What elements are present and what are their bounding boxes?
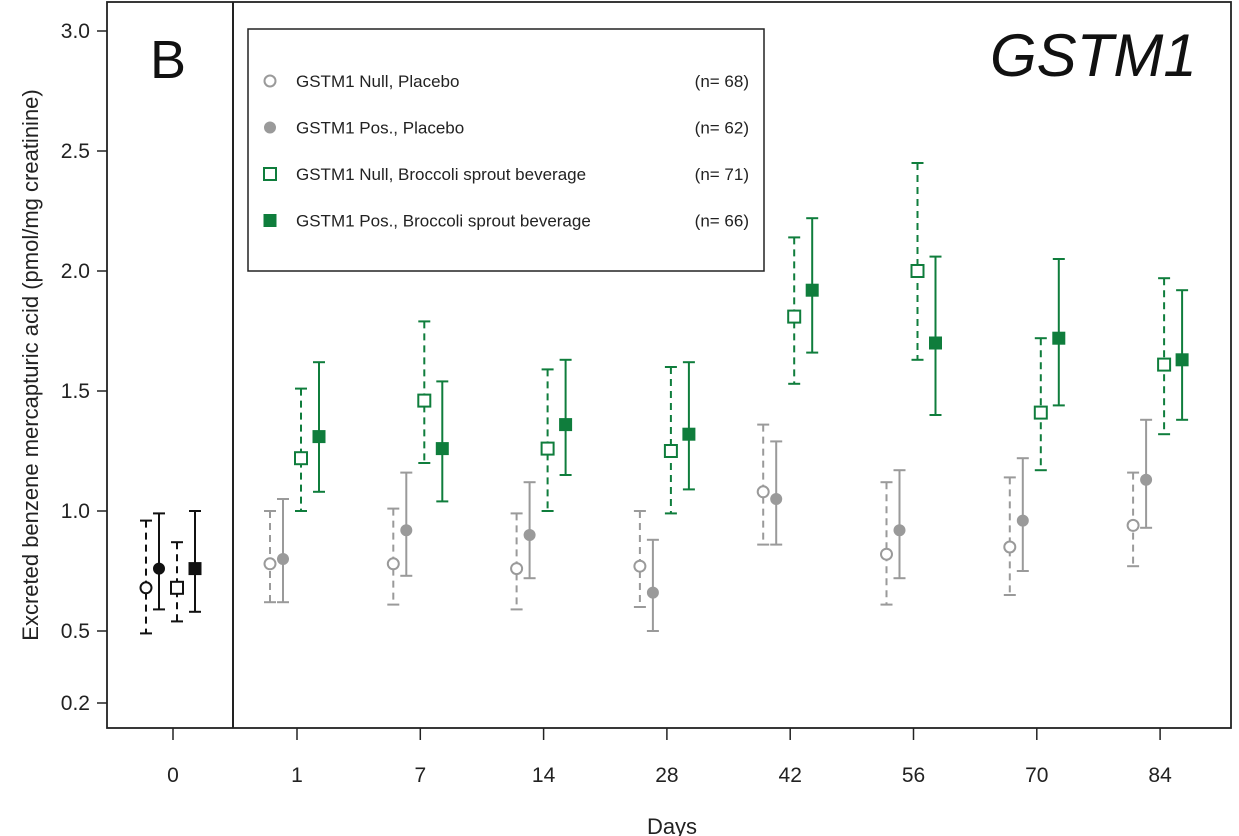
y-axis: 0.2 0.5 1.0 1.5 2.0 2.5 3.0 <box>61 20 107 715</box>
y-tick-label: 1.0 <box>61 500 90 523</box>
data-point <box>294 451 308 466</box>
data-point <box>559 418 573 432</box>
y-axis-title: Excreted benzene mercapturic acid (pmol/… <box>18 89 43 640</box>
data-point <box>386 557 400 571</box>
x-tick-label: 14 <box>532 764 556 787</box>
data-point <box>1016 514 1029 527</box>
legend-n: (n= 62) <box>695 119 749 138</box>
legend-marker <box>264 121 276 134</box>
data-point <box>646 586 659 599</box>
data-point <box>435 442 449 456</box>
x-axis: 0 1 7 14 28 42 56 70 84 <box>167 728 1172 787</box>
legend-label: GSTM1 Pos., Broccoli sprout beverage <box>296 212 591 231</box>
legend-n: (n= 66) <box>695 212 749 231</box>
data-point <box>770 493 783 505</box>
data-point <box>540 441 555 456</box>
data-point <box>756 485 770 499</box>
data-point <box>633 559 647 573</box>
legend-label: GSTM1 Null, Broccoli sprout beverage <box>296 165 586 184</box>
legend-box <box>247 28 765 272</box>
data-point <box>139 581 153 595</box>
legend: GSTM1 Null, Placebo (n= 68) GSTM1 Pos., Pl… <box>247 28 765 272</box>
data-point <box>400 524 413 537</box>
gene-title: GSTM1 <box>990 22 1197 89</box>
data-point <box>263 557 277 571</box>
x-tick-label: 7 <box>414 764 426 787</box>
data-point <box>663 444 678 458</box>
y-tick-label: 2.0 <box>61 260 90 283</box>
y-tick-label: 0.5 <box>61 620 90 643</box>
legend-n: (n= 71) <box>695 165 749 184</box>
data-point <box>1003 540 1017 554</box>
data-point <box>1157 357 1172 372</box>
data-point <box>1033 405 1048 420</box>
y-tick-label: 3.0 <box>61 20 90 43</box>
legend-marker <box>263 74 277 88</box>
data-point <box>880 547 893 561</box>
data-point <box>170 580 184 595</box>
plot-frame-group <box>106 1 1232 729</box>
data-point <box>1052 331 1066 345</box>
series-1 <box>139 423 1140 635</box>
series-2 <box>153 418 1153 632</box>
series-layer <box>139 162 1189 635</box>
series-3 <box>170 162 1172 623</box>
legend-marker <box>263 214 277 227</box>
y-tick-label: 0.2 <box>61 692 90 715</box>
x-tick-label: 84 <box>1148 764 1172 787</box>
legend-label: GSTM1 Pos., Placebo <box>296 119 464 138</box>
x-tick-label: 1 <box>291 764 303 787</box>
data-point <box>277 553 289 565</box>
data-point <box>910 264 925 278</box>
x-axis-title: Days <box>647 814 697 836</box>
legend-n: (n= 68) <box>695 72 749 91</box>
legend-items: GSTM1 Null, Placebo (n= 68) GSTM1 Pos., Pl… <box>263 72 749 231</box>
data-point <box>1126 518 1140 532</box>
data-point <box>1140 473 1153 486</box>
data-point <box>1175 353 1189 367</box>
y-tick-label: 1.5 <box>61 380 90 403</box>
x-tick-label: 42 <box>779 764 802 787</box>
data-point <box>523 529 536 541</box>
data-point <box>893 524 906 537</box>
data-point <box>188 562 202 576</box>
data-point <box>787 309 802 324</box>
data-point <box>805 283 819 297</box>
x-tick-label: 56 <box>902 764 925 787</box>
data-point <box>312 430 326 444</box>
data-point <box>682 427 696 441</box>
y-tick-label: 2.5 <box>61 140 90 163</box>
panel-letter: B <box>150 30 186 90</box>
plot-frame <box>106 1 1232 729</box>
data-point <box>510 562 524 576</box>
legend-marker <box>263 167 277 181</box>
data-point <box>153 562 165 575</box>
x-tick-label: 28 <box>655 764 678 787</box>
series-4 <box>188 217 1189 613</box>
data-point <box>929 336 942 350</box>
data-point <box>417 393 432 408</box>
x-tick-label: 70 <box>1025 764 1048 787</box>
legend-label: GSTM1 Null, Placebo <box>296 72 459 91</box>
x-tick-label: 0 <box>167 764 179 787</box>
